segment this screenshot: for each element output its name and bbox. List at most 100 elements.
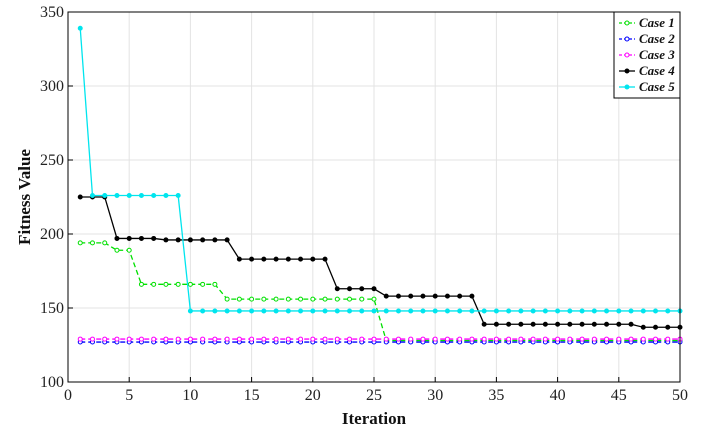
data-point <box>102 336 108 342</box>
data-point <box>310 296 316 302</box>
data-point <box>89 193 95 199</box>
data-point <box>347 336 353 342</box>
legend-item: Case 3 <box>619 47 675 62</box>
data-point <box>408 293 414 299</box>
data-point <box>224 296 230 302</box>
legend-swatch-marker <box>624 20 630 26</box>
data-point <box>285 308 291 314</box>
data-point <box>236 308 242 314</box>
data-point <box>518 336 524 342</box>
data-point <box>628 321 634 327</box>
data-point <box>322 256 328 262</box>
data-point <box>591 308 597 314</box>
data-point <box>347 286 353 292</box>
data-point <box>493 336 499 342</box>
data-point <box>212 237 218 243</box>
data-point <box>469 293 475 299</box>
data-point <box>175 237 181 243</box>
data-point <box>371 286 377 292</box>
data-point <box>481 308 487 314</box>
data-point <box>347 296 353 302</box>
x-tick-label: 45 <box>611 387 627 404</box>
data-point <box>444 293 450 299</box>
legend-item: Case 1 <box>619 15 675 30</box>
data-point <box>273 256 279 262</box>
data-point <box>151 281 157 287</box>
x-tick-label: 40 <box>550 387 566 404</box>
data-point <box>395 308 401 314</box>
data-point <box>175 281 181 287</box>
data-point <box>77 240 83 246</box>
data-point <box>604 308 610 314</box>
data-point <box>322 308 328 314</box>
data-point <box>187 237 193 243</box>
data-point <box>444 308 450 314</box>
data-point <box>408 336 414 342</box>
data-point <box>383 336 389 342</box>
y-axis-ticks: 100 150 200 250 300 350 <box>40 4 73 391</box>
data-point <box>249 256 255 262</box>
data-point <box>640 308 646 314</box>
data-point <box>236 296 242 302</box>
data-point <box>138 235 144 241</box>
data-point <box>530 308 536 314</box>
data-point <box>640 336 646 342</box>
data-point <box>567 308 573 314</box>
data-point <box>604 321 610 327</box>
data-point <box>298 308 304 314</box>
legend-label: Case 4 <box>639 63 675 78</box>
data-point <box>200 336 206 342</box>
x-tick-label: 25 <box>366 387 382 404</box>
data-point <box>347 308 353 314</box>
data-point <box>604 336 610 342</box>
data-point <box>163 237 169 243</box>
legend-item: Case 5 <box>619 79 675 94</box>
data-point <box>616 308 622 314</box>
data-point <box>310 336 316 342</box>
data-point <box>371 336 377 342</box>
data-point <box>261 296 267 302</box>
data-point <box>200 237 206 243</box>
data-point <box>653 324 659 330</box>
data-point <box>285 296 291 302</box>
data-point <box>408 308 414 314</box>
y-tick-label: 300 <box>40 78 64 95</box>
data-point <box>126 235 132 241</box>
data-point <box>481 321 487 327</box>
x-tick-label: 20 <box>305 387 321 404</box>
data-point <box>175 336 181 342</box>
data-point <box>102 193 108 199</box>
data-point <box>653 308 659 314</box>
data-point <box>273 308 279 314</box>
data-point <box>555 308 561 314</box>
legend-label: Case 3 <box>639 47 675 62</box>
data-point <box>212 308 218 314</box>
data-point <box>395 336 401 342</box>
data-point <box>285 256 291 262</box>
data-point <box>616 336 622 342</box>
data-point <box>236 256 242 262</box>
data-point <box>383 293 389 299</box>
series-layer <box>77 25 683 345</box>
data-point <box>371 308 377 314</box>
legend-label: Case 5 <box>639 79 675 94</box>
legend-swatch-marker <box>624 84 630 90</box>
data-point <box>285 336 291 342</box>
data-point <box>555 321 561 327</box>
data-point <box>530 321 536 327</box>
data-point <box>359 286 365 292</box>
data-point <box>200 308 206 314</box>
data-point <box>261 308 267 314</box>
data-point <box>665 308 671 314</box>
data-point <box>224 237 230 243</box>
data-point <box>653 336 659 342</box>
data-point <box>310 308 316 314</box>
data-point <box>359 336 365 342</box>
data-point <box>457 308 463 314</box>
data-point <box>212 336 218 342</box>
data-point <box>640 324 646 330</box>
data-point <box>334 308 340 314</box>
data-point <box>359 308 365 314</box>
